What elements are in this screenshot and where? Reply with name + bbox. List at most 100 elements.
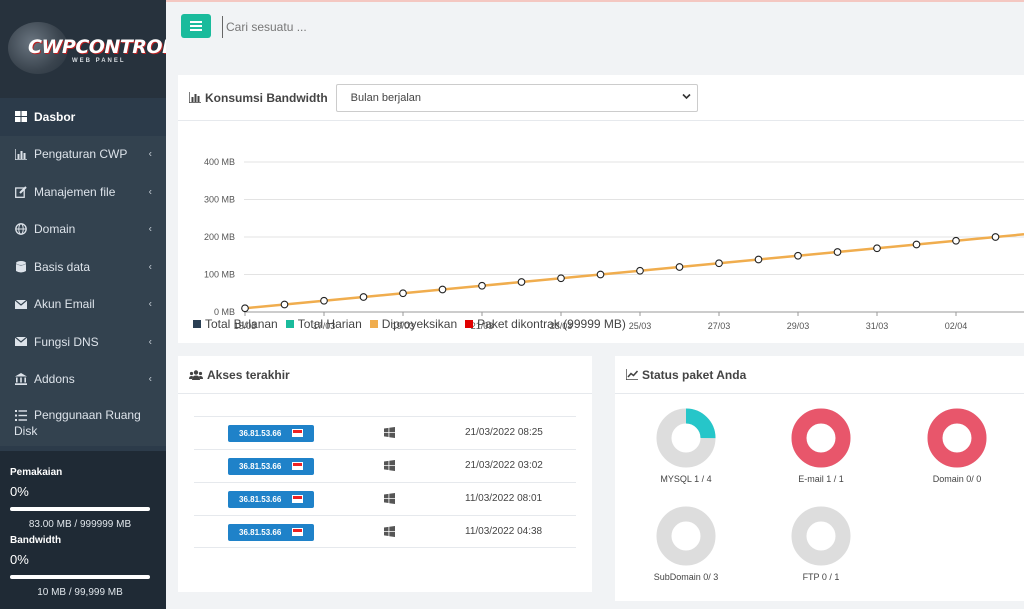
data-point [952, 236, 960, 245]
status-donut-label: SubDomain 0/ 3 [653, 572, 719, 582]
x-tick-label: 21/03 [471, 321, 494, 331]
sidebar-item-domain[interactable]: Domain ‹ [0, 210, 166, 248]
bandwidth-panel: Konsumsi Bandwidth Bulan berjalan 0 MB 10… [178, 75, 1024, 343]
legend-item[interactable]: Diproyeksikan [369, 317, 458, 331]
data-point [438, 285, 447, 294]
access-date: 11/03/2022 08:01 [465, 493, 543, 504]
sidebar-item-label: Penggunaan Ruang Disk [14, 407, 154, 439]
status-donut-label: FTP 0 / 1 [802, 572, 840, 582]
period-select[interactable]: Bulan berjalan [335, 83, 698, 112]
legend-label: Paket dikontrak (99999 MB) [477, 317, 626, 331]
donut-chart [791, 506, 851, 566]
x-tick-label: 02/04 [945, 321, 968, 331]
dashboard-icon [14, 111, 27, 123]
donut-chart [656, 506, 716, 566]
legend-item[interactable]: Paket dikontrak (99999 MB) [465, 317, 626, 331]
package-status-panel: Status paket Anda MYSQL 1 / 4 E-mail 1 / … [615, 356, 1024, 601]
donut-track [656, 506, 716, 566]
chevron-left-icon: ‹ [148, 298, 152, 310]
donut-segment [656, 408, 716, 468]
recent-access-table: 36.81.53.66 21/03/2022 08:25 36.81.53.66… [194, 416, 576, 548]
sidebar-item-akun-email[interactable]: Akun Email ‹ [0, 285, 166, 323]
sidebar-item-text: Penggunaan Ruang Disk [14, 408, 141, 438]
disk-usage-percent: 0% [10, 484, 29, 499]
sidebar-item-label: Basis data [34, 259, 91, 274]
data-point [241, 304, 249, 313]
donut-segment [927, 408, 987, 468]
sidebar-item-label: Pengaturan CWP [34, 147, 128, 162]
data-point [873, 244, 881, 253]
logo[interactable]: CWPCONTROL WEB PANEL [0, 0, 166, 98]
sidebar-item-addons[interactable]: Addons ‹ [0, 360, 166, 398]
disk-usage-label: Pemakaian [10, 467, 63, 478]
windows-icon [384, 526, 395, 537]
ip-address-button[interactable]: 36.81.53.66 [228, 524, 314, 541]
period-select-value: Bulan berjalan [350, 91, 422, 104]
data-point [675, 263, 684, 271]
data-point [912, 240, 921, 249]
legend-label: Total Bulanan [205, 317, 278, 331]
sidebar-item-dasbor[interactable]: Dasbor [0, 98, 166, 136]
x-tick-label: 17/03 [313, 321, 336, 331]
legend-swatch [285, 320, 294, 328]
bandwidth-title: Konsumsi Bandwidth [205, 90, 328, 105]
ip-address-button[interactable]: 36.81.53.66 [228, 458, 314, 475]
data-point [359, 293, 368, 301]
status-donut [791, 506, 851, 566]
access-date: 21/03/2022 08:25 [465, 427, 543, 438]
ip-address: 36.81.53.66 [239, 495, 282, 504]
status-donut-label: Domain 0/ 0 [932, 474, 982, 484]
status-donut [927, 408, 987, 468]
edit-icon [14, 186, 27, 198]
usage-summary: Pemakaian 0% 83.00 MB / 999999 MB Bandwi… [0, 451, 166, 609]
bandwidth-usage-size: 10 MB / 99,999 MB [37, 587, 123, 598]
x-tick-label: 27/03 [708, 321, 731, 331]
bar-chart-icon [189, 92, 201, 103]
sidebar-item-basis-data[interactable]: Basis data ‹ [0, 248, 166, 286]
table-row: 36.81.53.66 11/03/2022 08:01 [194, 482, 576, 515]
legend-item[interactable]: Total Bulanan [193, 317, 278, 331]
donut-segment [791, 408, 851, 468]
menu-toggle-button[interactable] [181, 14, 211, 38]
indonesia-flag-icon [292, 495, 303, 503]
data-point [596, 270, 605, 279]
x-tick-label: 29/03 [787, 321, 810, 331]
chevron-down-icon [682, 93, 691, 99]
table-row: 36.81.53.66 21/03/2022 03:02 [194, 449, 576, 482]
envelope-icon [14, 298, 27, 310]
logo-globe-icon [8, 22, 68, 74]
sidebar-item-fungsi-dns[interactable]: Fungsi DNS ‹ [0, 323, 166, 361]
data-point [754, 255, 763, 264]
windows-icon [384, 493, 395, 504]
sidebar-item-manajemen-file[interactable]: Manajemen file ‹ [0, 173, 166, 211]
y-tick-label: 100 MB [204, 270, 235, 280]
disk-usage-bar [10, 507, 150, 511]
x-tick-label: 25/03 [629, 321, 652, 331]
legend-label: Diproyeksikan [381, 317, 458, 331]
table-row: 36.81.53.66 11/03/2022 04:38 [194, 515, 576, 548]
x-tick-label: 19/03 [392, 321, 415, 331]
search-input[interactable] [222, 16, 622, 38]
legend-swatch [465, 320, 474, 328]
users-icon [189, 369, 203, 380]
list-icon [14, 410, 27, 422]
ip-address: 36.81.53.66 [239, 429, 282, 438]
donut-track [791, 506, 851, 566]
legend-label: Total Harian [297, 317, 362, 331]
package-status-header: Status paket Anda [615, 356, 1024, 394]
status-donut [791, 408, 851, 468]
legend-item[interactable]: Total Harian [285, 317, 362, 331]
status-donut [656, 506, 716, 566]
windows-icon [384, 460, 395, 471]
ip-address-button[interactable]: 36.81.53.66 [228, 491, 314, 508]
ip-address-button[interactable]: 36.81.53.66 [228, 425, 314, 442]
sidebar-item-pengaturan-cwp[interactable]: Pengaturan CWP ‹ [0, 135, 166, 173]
envelope-icon [14, 336, 27, 348]
bandwidth-usage-label: Bandwidth [10, 535, 62, 546]
bandwidth-panel-header: Konsumsi Bandwidth Bulan berjalan [178, 75, 1024, 121]
line-chart-icon [626, 369, 638, 380]
data-point [715, 259, 723, 268]
donut-chart [927, 408, 987, 468]
sidebar-item-penggunaan-ruang-disk[interactable]: Penggunaan Ruang Disk [0, 398, 166, 446]
x-tick-label: 23/03 [550, 321, 573, 331]
